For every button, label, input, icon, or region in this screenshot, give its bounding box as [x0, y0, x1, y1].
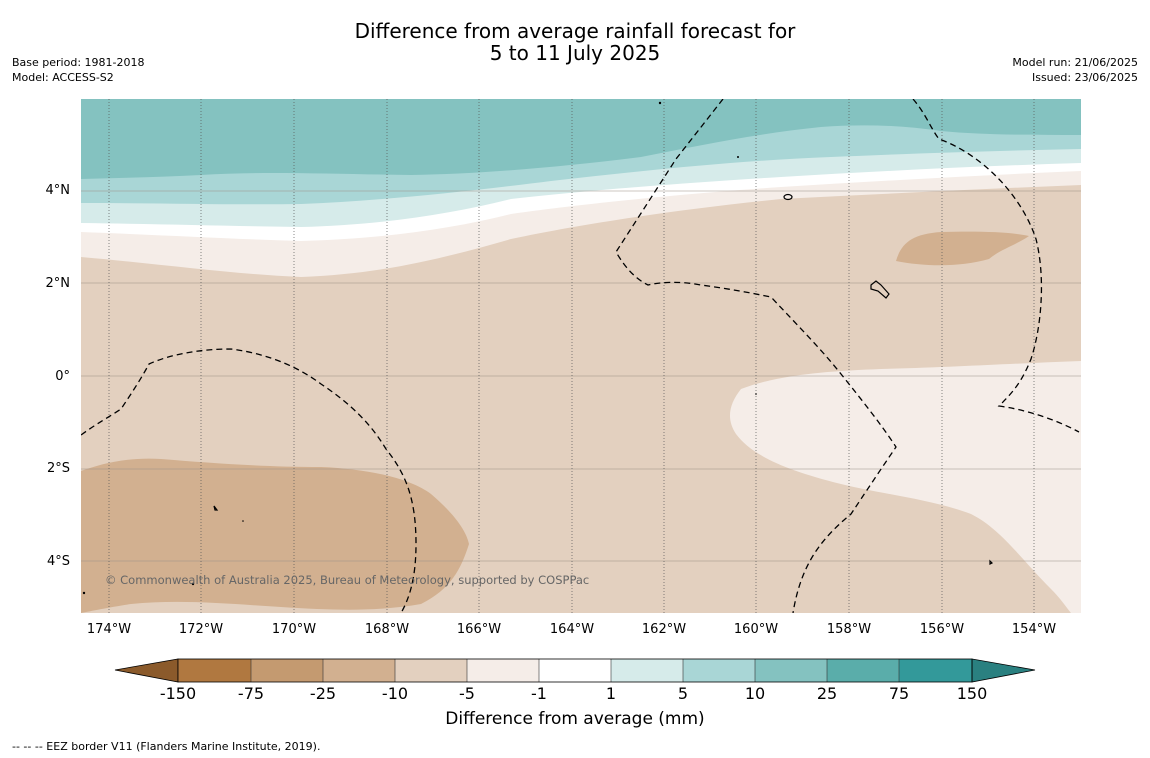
colorbar-bin-5 [467, 659, 539, 682]
lon-label-166w: 166°W [456, 622, 502, 637]
islands [213, 193, 994, 565]
colorbar-separators [250, 659, 900, 682]
colorbar-bin-4 [395, 659, 467, 682]
rainfall-map [81, 99, 1081, 613]
cbar-tick-1: -150 [159, 684, 197, 703]
island-dots [82, 101, 757, 595]
lat-label-4n: 4°N [45, 183, 71, 198]
cbar-tick-5: -5 [459, 684, 475, 703]
colorbar-bin-9 [755, 659, 827, 682]
cbar-tick-10: 25 [816, 684, 838, 703]
lat-label-4s: 4°S [46, 554, 70, 569]
cbar-tick-11: 75 [888, 684, 910, 703]
lon-label-154w: 154°W [1011, 622, 1057, 637]
cbar-tick-9: 10 [744, 684, 766, 703]
colorbar-title: Difference from average (mm) [445, 709, 705, 729]
meta-left: Base period: 1981-2018 Model: ACCESS-S2 [12, 55, 144, 85]
band-5-to-1-neg-southeast [729, 361, 1081, 613]
dry-patch-southwest [81, 458, 469, 613]
lon-label-158w: 158°W [826, 622, 872, 637]
lon-label-164w: 164°W [549, 622, 595, 637]
dry-patch-northeast [896, 231, 1029, 266]
cbar-tick-7: 1 [605, 684, 617, 703]
cbar-tick-3: -25 [309, 684, 337, 703]
colorbar-bin-7 [611, 659, 683, 682]
issued-text: Issued: 23/06/2025 [1031, 71, 1138, 84]
lon-label-156w: 156°W [919, 622, 965, 637]
cbar-tick-12: 150 [956, 684, 988, 703]
band-10-to-25-north [81, 99, 1081, 179]
lon-label-168w: 168°W [364, 622, 410, 637]
lat-label-2s: 2°S [46, 461, 70, 476]
map-title: Difference from average rainfall forecas… [0, 20, 1150, 64]
model-text: Model: ACCESS-S2 [12, 71, 114, 84]
title-line-1: Difference from average rainfall forecas… [354, 19, 796, 43]
lon-label-174w: 174°W [86, 622, 132, 637]
colorbar-bin-6 [539, 659, 611, 682]
lon-label-172w: 172°W [178, 622, 224, 637]
colorbar-bin-1 [178, 659, 251, 682]
lon-label-160w: 160°W [733, 622, 779, 637]
colorbar-bin-8 [683, 659, 755, 682]
copyright-text: © Commonwealth of Australia 2025, Bureau… [105, 573, 590, 587]
cbar-tick-6: -1 [531, 684, 547, 703]
colorbar-bin-11 [899, 659, 972, 682]
colorbar-bin-2 [251, 659, 323, 682]
colorbar-bin-3 [323, 659, 395, 682]
cbar-tick-4: -10 [381, 684, 409, 703]
title-line-2: 5 to 11 July 2025 [489, 41, 661, 65]
base-period-text: Base period: 1981-2018 [12, 56, 145, 69]
colorbar-bin-10 [827, 659, 899, 682]
lat-label-2n: 2°N [45, 276, 71, 291]
cbar-tick-8: 5 [677, 684, 689, 703]
footer-eez-note: -- -- -- EEZ border V11 (Flanders Marine… [12, 740, 321, 753]
model-run-text: Model run: 21/06/2025 [1012, 56, 1138, 69]
lon-label-170w: 170°W [271, 622, 317, 637]
eez-borders [81, 99, 1080, 613]
cbar-tick-2: -75 [237, 684, 265, 703]
lat-label-0: 0° [55, 369, 70, 384]
colorbar-outline [177, 658, 973, 683]
lat-gridlines [81, 190, 1081, 562]
colorbar-arrow-high [971, 658, 1036, 683]
meta-right: Model run: 21/06/2025 Issued: 23/06/2025 [1012, 55, 1138, 85]
lon-label-162w: 162°W [641, 622, 687, 637]
colorbar-arrow-low [114, 658, 179, 683]
colorbar [114, 658, 1036, 683]
